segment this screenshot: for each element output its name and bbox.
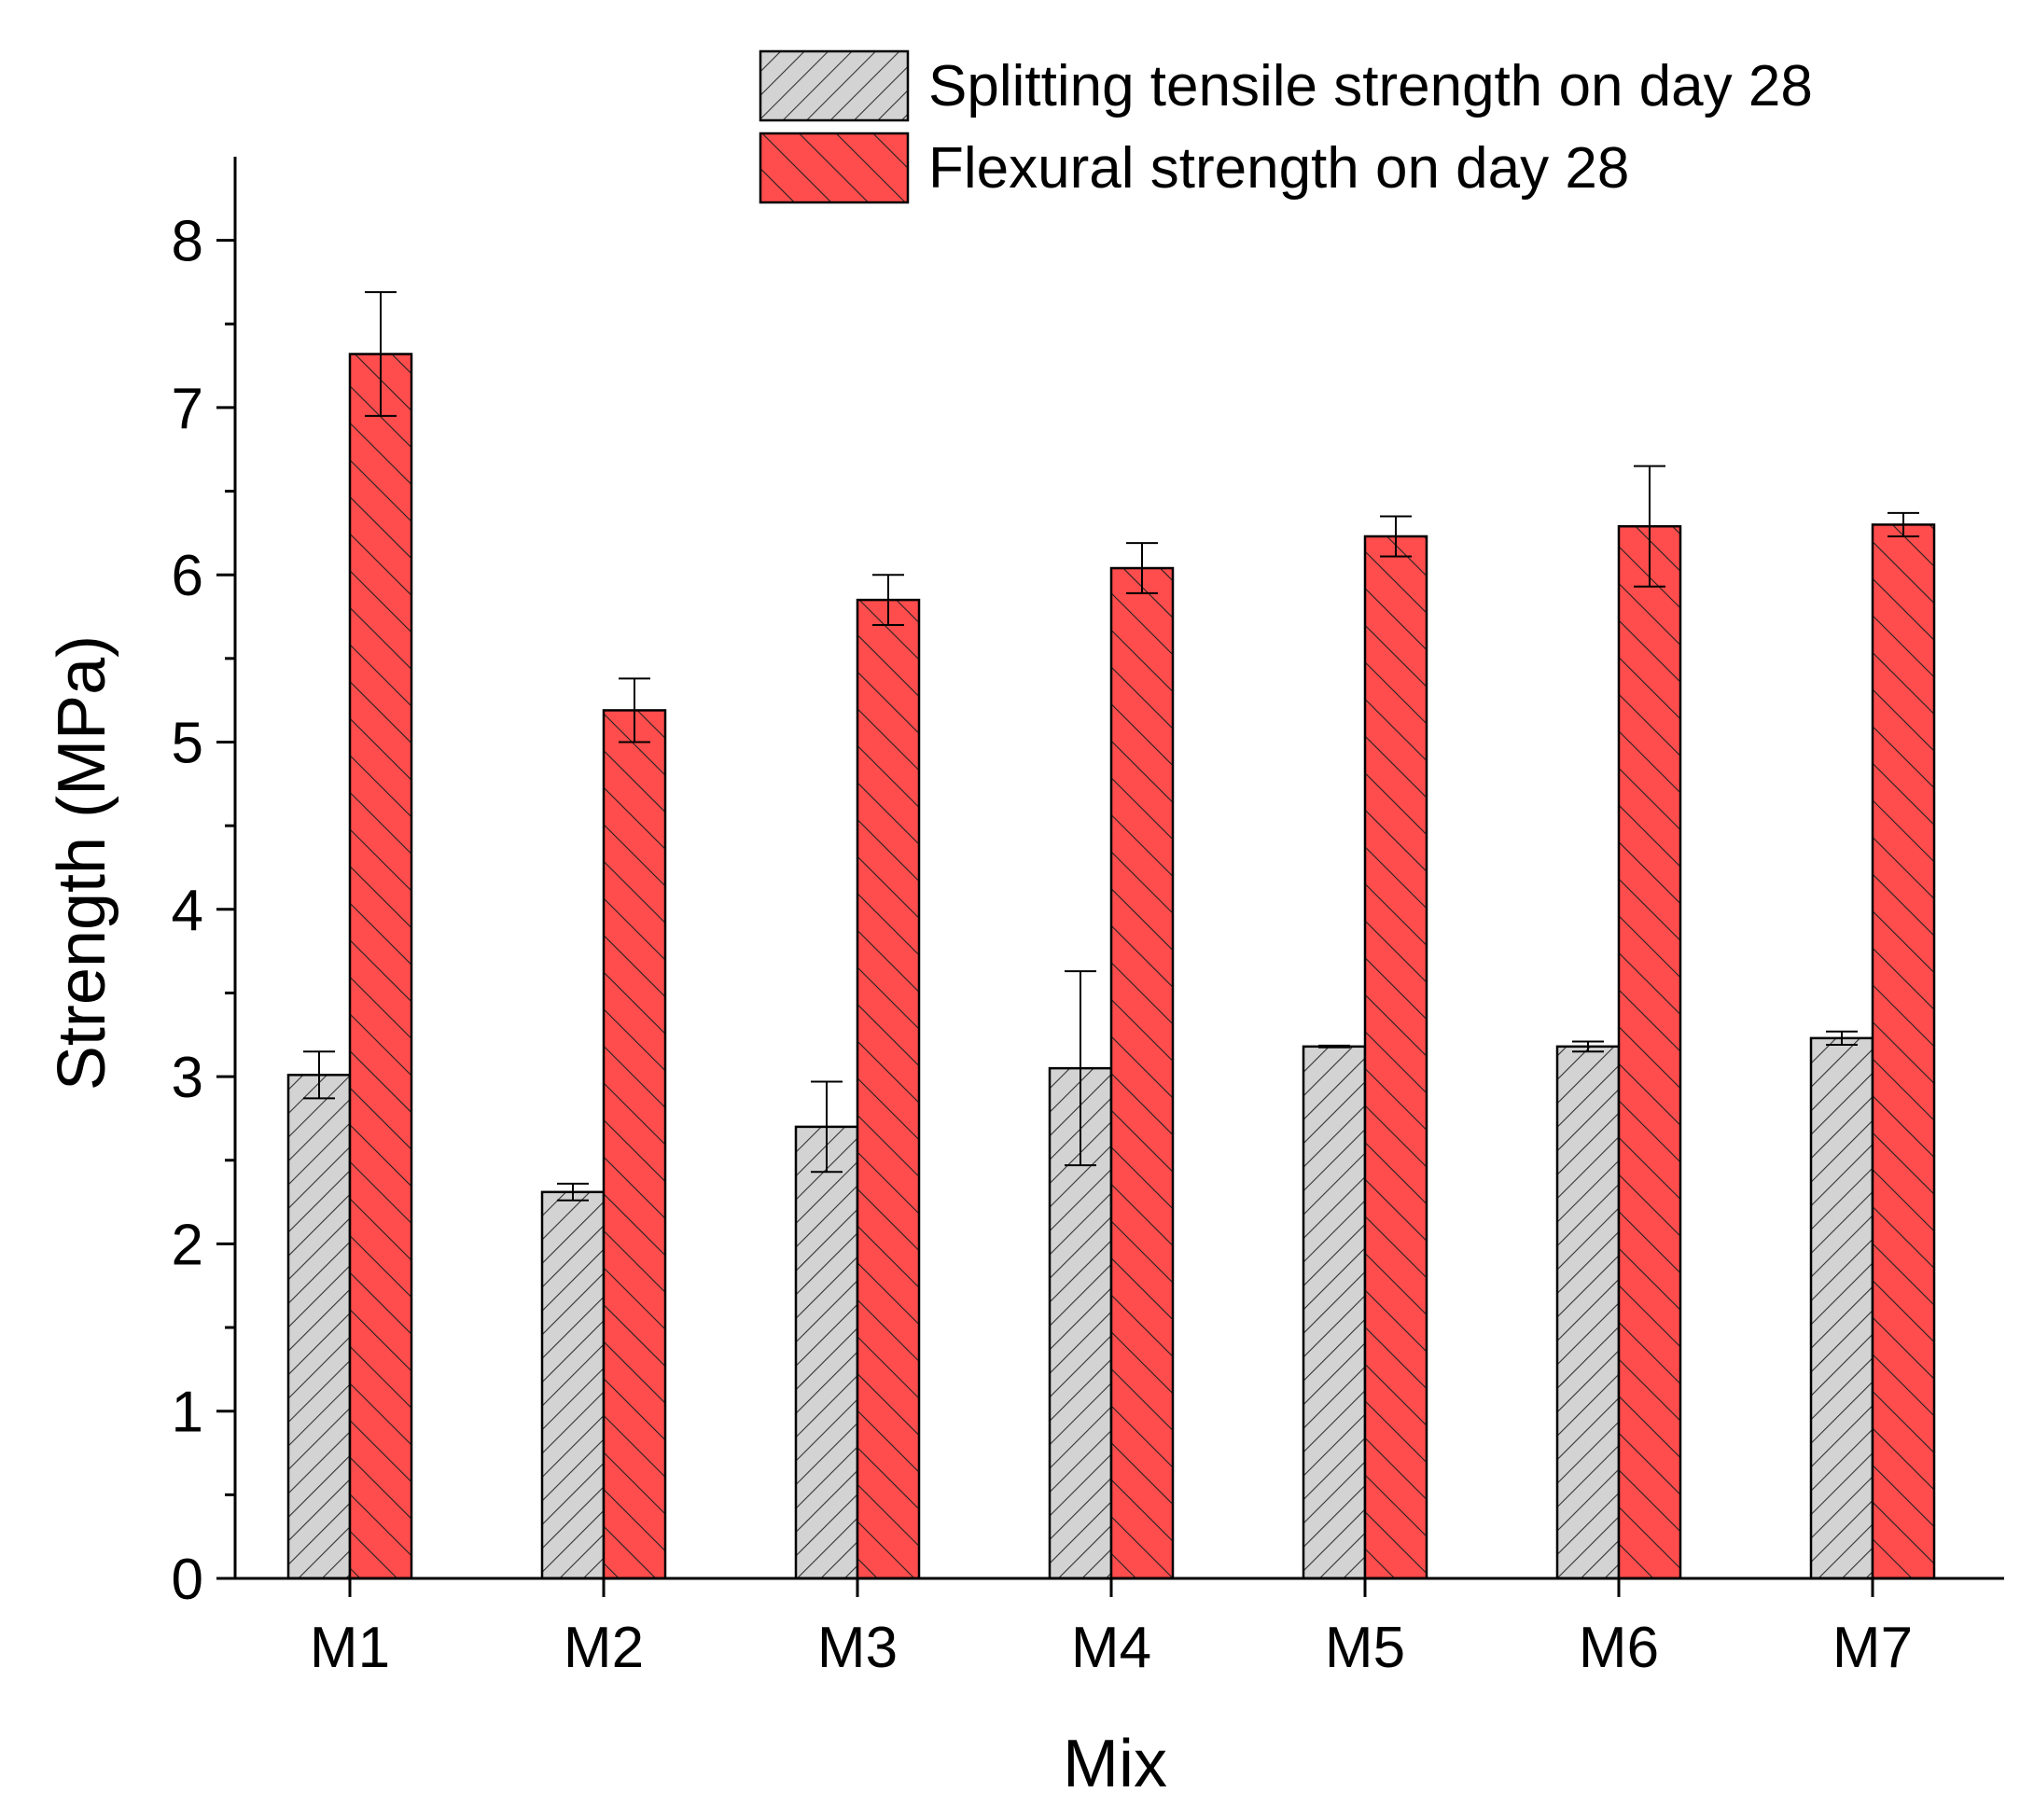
error-bar-splitting-tensile-m4	[1065, 970, 1096, 1167]
y-tick-label-5: 5	[172, 712, 203, 776]
error-bar-splitting-tensile-m1	[303, 1050, 335, 1100]
x-tick-label-m7: M7	[1832, 1616, 1913, 1680]
y-tick-label-6: 6	[172, 544, 203, 608]
y-tick-label-0: 0	[172, 1548, 203, 1612]
error-bar-flexural-m7	[1888, 511, 1919, 537]
legend-item-flexural: Flexural strength on day 28	[759, 132, 1629, 204]
bar-flexural-m5	[1363, 535, 1428, 1580]
bar-flexural-m2	[602, 709, 667, 1580]
x-axis-title: Mix	[1063, 1727, 1167, 1801]
y-axis-title: Strength (MPa)	[45, 635, 119, 1091]
legend-swatch	[759, 49, 910, 122]
bar-splitting-tensile-m3	[794, 1125, 859, 1580]
bar-splitting-tensile-m5	[1302, 1045, 1367, 1580]
bar-flexural-m7	[1871, 523, 1936, 1580]
error-bars-layer	[303, 291, 1919, 1202]
error-bar-splitting-tensile-m7	[1826, 1030, 1858, 1047]
bar-flexural-m3	[856, 598, 921, 1580]
y-tick-label-8: 8	[172, 210, 203, 274]
axes-layer: M1 M2 M3 M4 M5 M6 M7 0 1 2 3 4 5 6 7 8	[172, 156, 2004, 1680]
error-bar-flexural-m6	[1634, 465, 1665, 588]
bar-splitting-tensile-m2	[540, 1190, 606, 1580]
y-tick-label-4: 4	[172, 879, 203, 943]
bar-splitting-tensile-m7	[1809, 1036, 1874, 1580]
bars-layer	[286, 353, 1936, 1580]
y-tick-label-3: 3	[172, 1046, 203, 1110]
error-bar-flexural-m2	[619, 677, 650, 743]
x-tick-label-m2: M2	[564, 1616, 644, 1680]
error-bar-flexural-m4	[1126, 542, 1158, 594]
y-tick-label-2: 2	[172, 1213, 203, 1277]
x-tick-label-m3: M3	[817, 1616, 898, 1680]
x-tick-label-m6: M6	[1579, 1616, 1659, 1680]
bar-splitting-tensile-m6	[1555, 1045, 1621, 1580]
error-bar-splitting-tensile-m6	[1572, 1040, 1604, 1053]
bar-flexural-m1	[348, 353, 413, 1580]
legend-label: Splitting tensile strength on day 28	[928, 54, 1813, 118]
error-bar-flexural-m3	[872, 574, 904, 626]
bar-flexural-m6	[1617, 524, 1682, 1580]
legend-swatch	[759, 132, 910, 204]
error-bar-splitting-tensile-m3	[811, 1080, 843, 1174]
legend-item-splitting-tensile: Splitting tensile strength on day 28	[759, 49, 1813, 122]
bar-splitting-tensile-m1	[286, 1074, 352, 1580]
x-tick-label-m4: M4	[1071, 1616, 1151, 1680]
error-bar-splitting-tensile-m2	[557, 1182, 589, 1202]
y-tick-label-7: 7	[172, 377, 203, 441]
bar-flexural-m4	[1109, 566, 1175, 1580]
error-bar-flexural-m5	[1380, 515, 1412, 558]
error-bar-flexural-m1	[365, 291, 397, 417]
error-bar-splitting-tensile-m5	[1318, 1044, 1350, 1049]
y-tick-label-1: 1	[172, 1381, 203, 1445]
legend: Splitting tensile strength on day 28 Flex…	[759, 49, 1813, 204]
legend-label: Flexural strength on day 28	[928, 136, 1629, 201]
x-tick-label-m1: M1	[310, 1616, 390, 1680]
x-tick-label-m5: M5	[1325, 1616, 1405, 1680]
